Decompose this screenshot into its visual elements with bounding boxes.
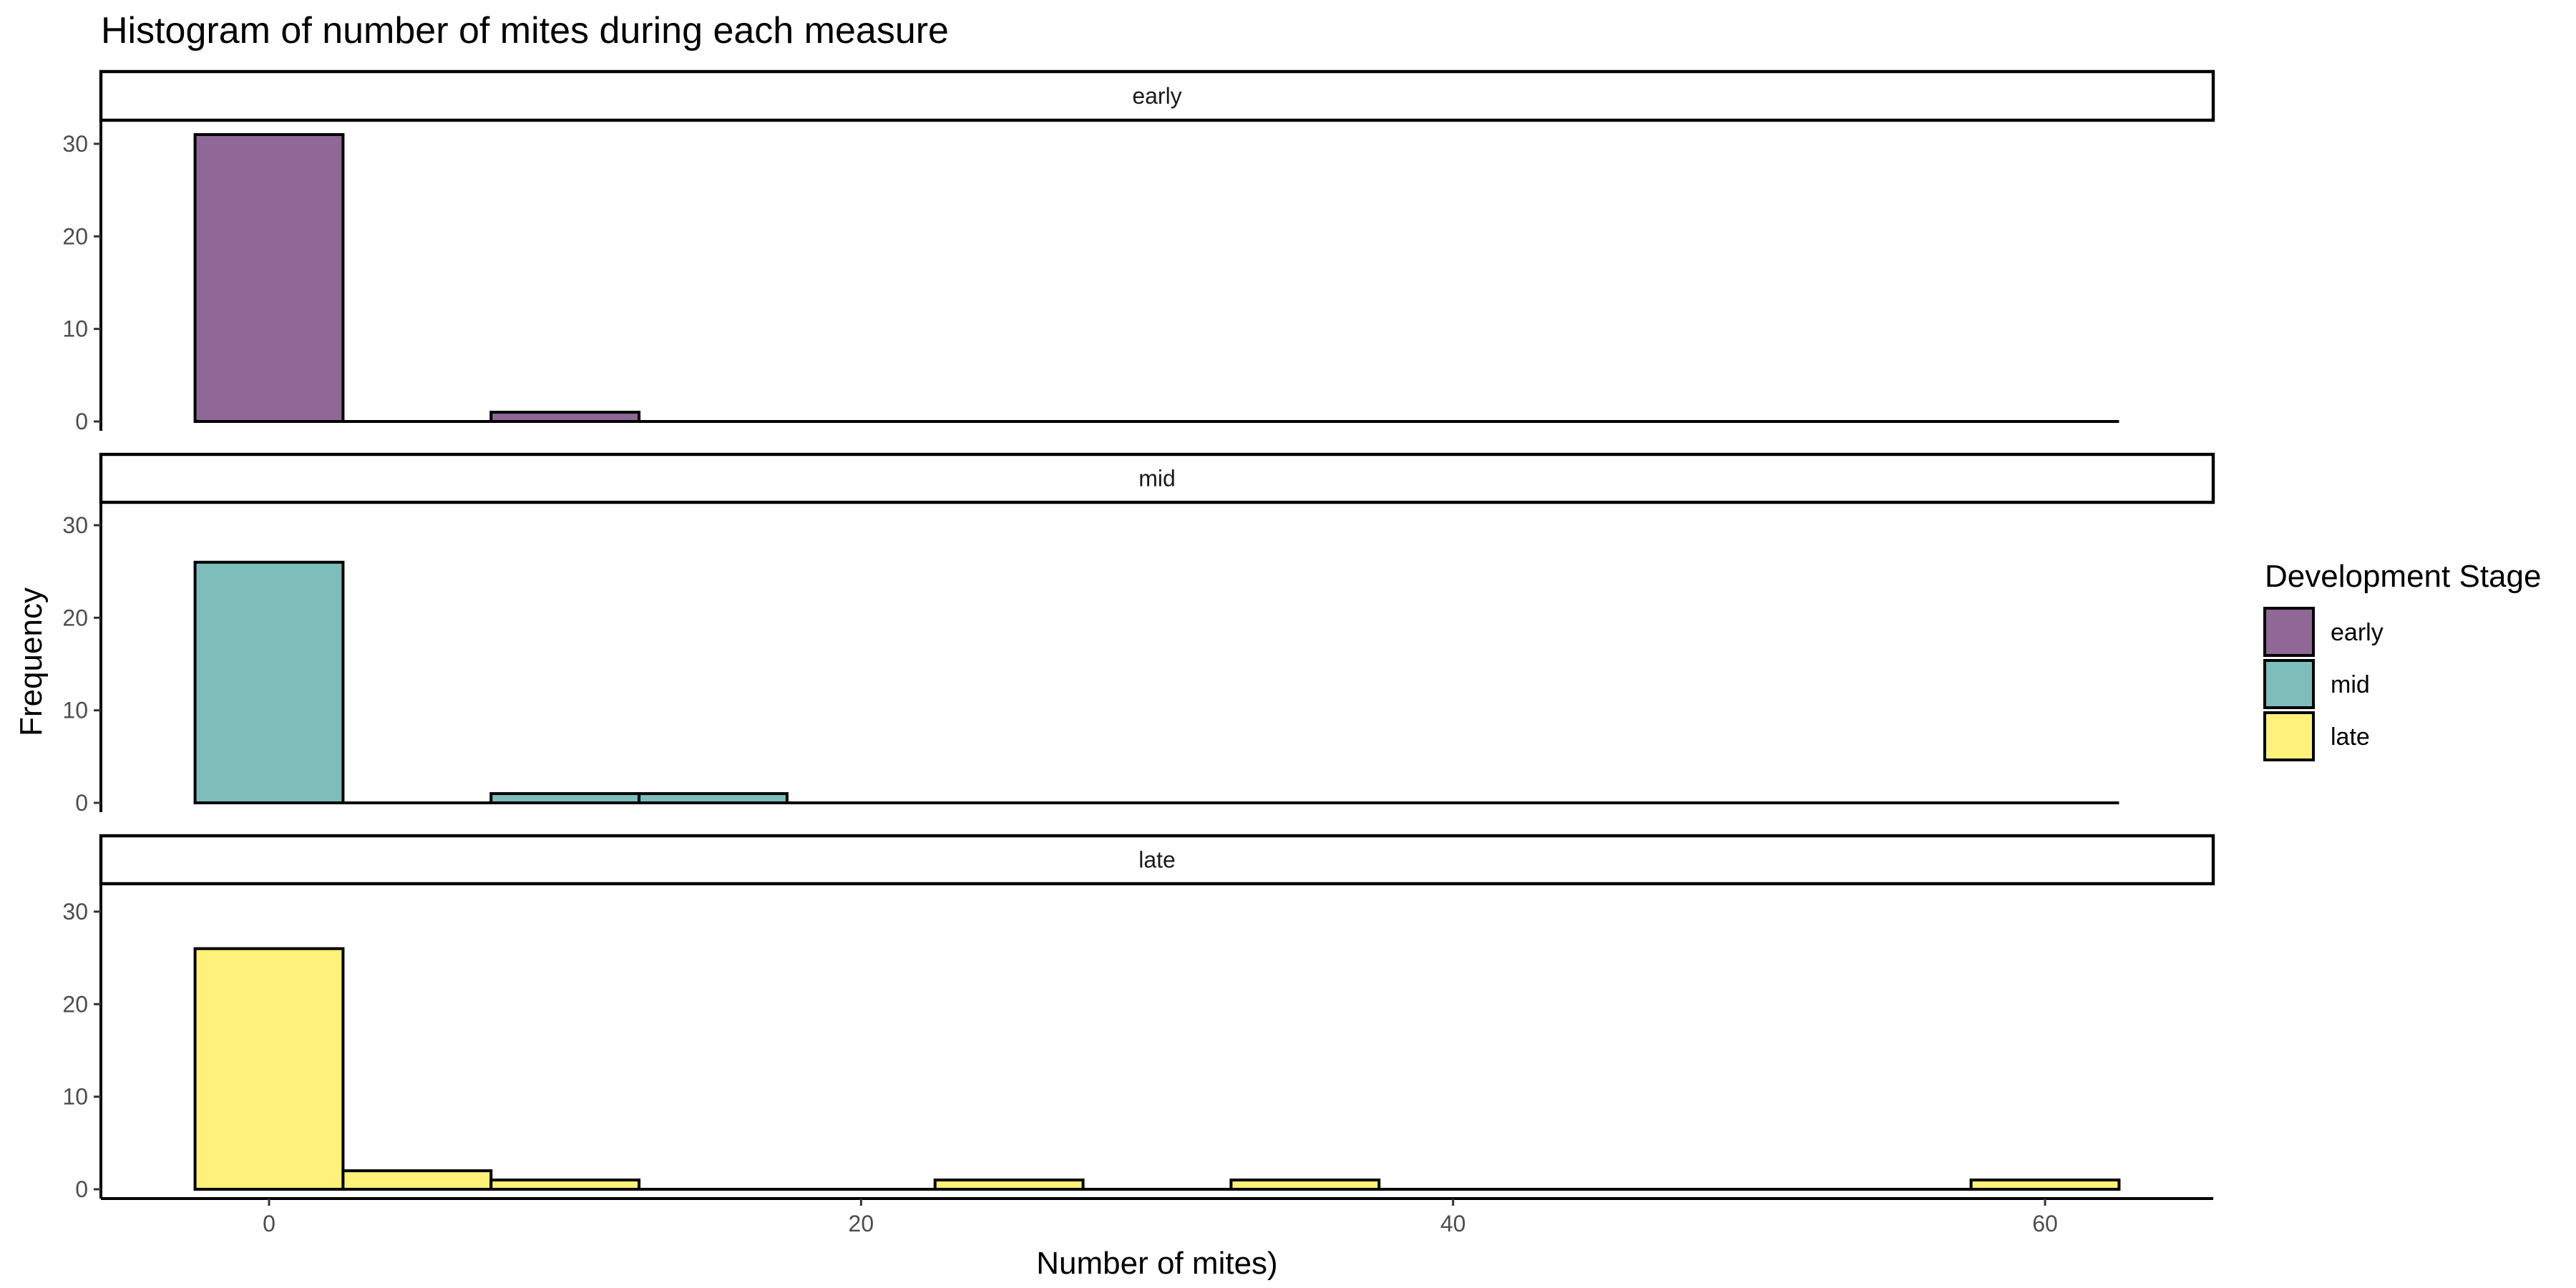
legend-entry-late: late <box>2263 711 2370 761</box>
y-tick-label: 20 <box>62 991 88 1017</box>
strip-background <box>99 452 2215 504</box>
facet-panels: early 0 10 20 30 mid 0 10 20 30 late 0 10 20 30 <box>62 69 2215 1202</box>
y-axis-title: Frequency <box>14 587 49 736</box>
y-tick-label: 30 <box>62 899 88 924</box>
y-tick-label: 0 <box>75 409 88 434</box>
chart-title: Histogram of number of mites during each… <box>101 10 949 52</box>
x-axis-title: Number of mites) <box>1036 1246 1277 1281</box>
histogram-bar <box>193 133 345 423</box>
strip-label: mid <box>1138 466 1176 492</box>
x-tick-label: 20 <box>849 1211 874 1236</box>
legend-label: late <box>2331 723 2370 751</box>
strip-label: early <box>1132 83 1181 109</box>
histogram-bar <box>193 947 345 1191</box>
histogram-bar <box>341 1169 493 1191</box>
strip-background <box>99 834 2215 886</box>
legend-key <box>2263 659 2315 709</box>
y-tick-label: 10 <box>62 316 88 342</box>
legend-label: mid <box>2331 671 2370 698</box>
y-tick-label: 0 <box>75 790 88 816</box>
x-tick-label: 0 <box>263 1211 275 1236</box>
strip-label: late <box>1138 847 1176 873</box>
x-axis: 0 20 40 60 <box>101 1197 2213 1236</box>
legend-title: Development Stage <box>2265 559 2541 594</box>
y-tick-label: 30 <box>62 512 88 538</box>
legend: Development Stage early mid late <box>2263 559 2541 761</box>
legend-entry-mid: mid <box>2263 659 2370 709</box>
legend-key <box>2263 711 2315 761</box>
y-tick-label: 20 <box>62 605 88 630</box>
y-tick-label: 10 <box>62 1084 88 1110</box>
facet-panel-mid: mid 0 10 20 30 <box>62 452 2215 816</box>
histogram-bar <box>193 560 345 804</box>
strip-background <box>99 69 2215 122</box>
facet-panel-late: late 0 10 20 30 <box>62 834 2215 1202</box>
x-tick-label: 60 <box>2032 1211 2058 1236</box>
y-tick-label: 10 <box>62 698 88 723</box>
y-tick-label: 0 <box>75 1176 88 1202</box>
facet-panel-early: early 0 10 20 30 <box>62 69 2215 434</box>
legend-entries: early mid late <box>2263 607 2384 761</box>
legend-entry-early: early <box>2263 607 2384 657</box>
x-tick-label: 40 <box>1440 1211 1466 1236</box>
y-tick-label: 20 <box>62 223 88 249</box>
legend-key <box>2263 607 2315 657</box>
y-tick-label: 30 <box>62 131 88 157</box>
legend-label: early <box>2331 619 2384 646</box>
